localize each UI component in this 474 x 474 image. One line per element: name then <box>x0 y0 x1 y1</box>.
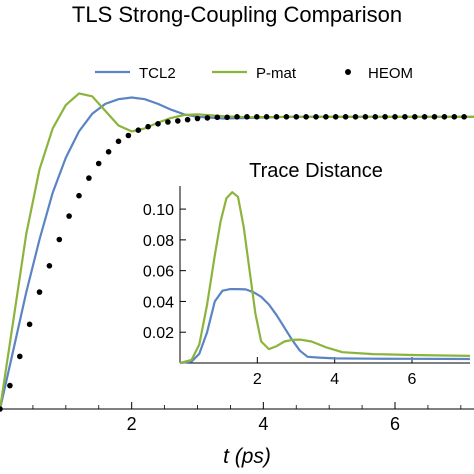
main-point-heom <box>234 114 240 120</box>
inset-x-tick-label-6: 6 <box>408 371 417 388</box>
main-point-heom <box>382 114 388 120</box>
main-chart-title: TLS Strong-Coupling Comparison <box>72 2 402 27</box>
main-x-tick-label-2: 2 <box>127 414 137 434</box>
inset-title: Trace Distance <box>249 160 383 182</box>
main-point-heom <box>352 114 359 120</box>
main-point-heom <box>293 114 300 120</box>
main-point-heom <box>17 353 23 360</box>
main-point-heom <box>362 114 369 120</box>
main-point-heom <box>105 149 112 155</box>
main-point-heom <box>56 236 63 243</box>
main-point-heom <box>115 138 122 145</box>
main-point-heom <box>451 114 458 120</box>
legend-label-heom: HEOM <box>368 65 413 82</box>
main-point-heom <box>332 114 339 120</box>
main-point-heom <box>342 114 349 120</box>
main-point-heom <box>253 114 260 120</box>
main-point-heom <box>194 115 201 122</box>
inset-y-tick-label: 0.04 <box>143 294 174 311</box>
main-point-heom <box>36 289 43 295</box>
main-point-heom <box>26 321 33 328</box>
inset-series-line-p-mat <box>179 191 471 365</box>
main-plot: 2 4 6 <box>0 92 474 434</box>
main-point-heom <box>263 114 270 120</box>
main-point-heom <box>313 114 319 120</box>
main-point-heom <box>155 121 161 127</box>
main-x-ticks: 2 4 6 <box>32 402 462 434</box>
main-x-tick-label-4: 4 <box>258 414 268 434</box>
main-point-heom <box>214 114 221 121</box>
legend-label-pmat: P-mat <box>256 65 297 82</box>
main-point-heom <box>402 114 408 120</box>
main-series-points <box>0 114 467 412</box>
main-point-heom <box>412 114 418 120</box>
inset-plot: Trace Distance 2 4 6 0.02 0.04 0.06 0.08 0.10 <box>143 160 471 388</box>
main-point-heom <box>421 114 428 120</box>
main-point-heom <box>0 406 3 412</box>
main-point-heom <box>461 114 467 120</box>
main-point-heom <box>224 114 230 121</box>
main-point-heom <box>95 160 102 167</box>
main-point-heom <box>323 114 329 120</box>
main-point-heom <box>66 213 72 219</box>
main-point-heom <box>76 192 82 199</box>
main-point-heom <box>86 175 92 181</box>
main-x-tick-label-6: 6 <box>390 414 400 434</box>
inset-series-lines <box>179 191 471 365</box>
inset-series-line-tcl2 <box>179 288 471 365</box>
main-point-heom <box>283 114 290 120</box>
main-point-heom <box>184 116 191 123</box>
main-point-heom <box>175 118 181 124</box>
main-point-heom <box>7 382 13 389</box>
inset-y-tick-label: 0.08 <box>143 233 174 250</box>
main-x-axis-label: t (ps) <box>223 445 271 468</box>
main-point-heom <box>145 123 151 130</box>
main-point-heom <box>441 114 448 120</box>
inset-x-tick-label-4: 4 <box>330 371 339 388</box>
inset-y-tick-label: 0.02 <box>143 325 174 342</box>
main-point-heom <box>244 114 250 120</box>
inset-x-tick-label-2: 2 <box>253 371 262 388</box>
main-point-heom <box>165 119 171 125</box>
main-point-heom <box>431 114 438 120</box>
main-point-heom <box>392 114 398 120</box>
main-point-heom <box>46 263 53 269</box>
inset-y-tick-label: 0.06 <box>143 264 174 281</box>
legend: TCL2 P-mat HEOM <box>95 65 413 82</box>
legend-label-tcl2: TCL2 <box>139 65 176 82</box>
main-point-heom <box>303 114 309 120</box>
main-point-heom <box>372 114 379 120</box>
main-point-heom <box>125 132 132 139</box>
inset-y-tick-label: 0.10 <box>143 202 174 219</box>
main-point-heom <box>204 115 211 121</box>
legend-swatch-heom <box>345 69 351 75</box>
inset-background <box>180 186 470 370</box>
inset-y-ticks: 0.02 0.04 0.06 0.08 0.10 <box>143 202 186 342</box>
main-point-heom <box>135 127 142 133</box>
main-point-heom <box>273 114 280 120</box>
